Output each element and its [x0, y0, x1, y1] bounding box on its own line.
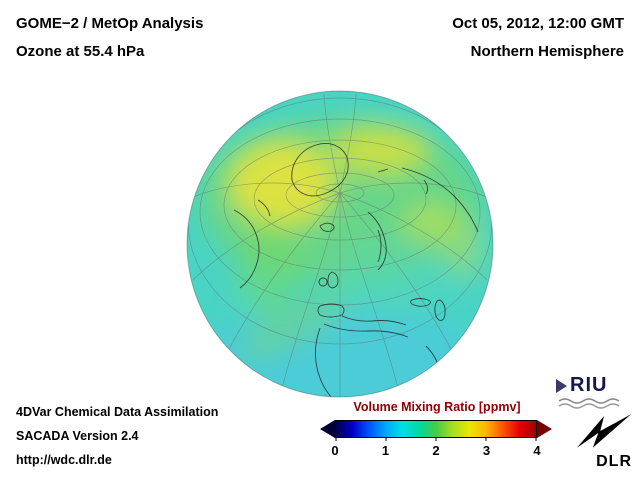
wdc-url: http://wdc.dlr.de: [16, 453, 112, 467]
riu-text: RIU: [570, 374, 608, 396]
colorbar-tick-2: 2: [432, 443, 440, 458]
riu-triangle-icon: [556, 378, 567, 393]
colorbar-tickmark: [485, 437, 487, 441]
colorbar: Volume Mixing Ratio [ppmv] 0 1 2 3 4: [320, 400, 554, 459]
riu-logo: RIU: [556, 374, 634, 410]
riu-logo-row: RIU: [556, 374, 634, 397]
colorbar-tick-3: 3: [482, 443, 491, 458]
header-left: GOME−2 / MetOp Analysis Ozone at 55.4 hP…: [16, 10, 203, 66]
analysis-subtitle: Ozone at 55.4 hPa: [16, 43, 145, 60]
colorbar-left-arrow: [320, 420, 335, 438]
colorbar-tickmark: [385, 437, 387, 441]
analysis-title: GOME−2 / MetOp Analysis: [16, 15, 204, 32]
dlr-emblem-icon: [576, 414, 632, 448]
timestamp: Oct 05, 2012, 12:00 GMT: [452, 15, 624, 32]
globe-map: [184, 88, 496, 400]
colorbar-title: Volume Mixing Ratio [ppmv]: [353, 400, 521, 414]
assimilation-label: 4DVar Chemical Data Assimilation: [16, 405, 219, 419]
dlr-logo: DLR: [572, 412, 632, 471]
colorbar-tickmark: [535, 437, 537, 441]
riu-waves-icon: [558, 398, 620, 409]
footer-credits: 4DVar Chemical Data Assimilation SACADA …: [16, 400, 218, 472]
colorbar-tickmark: [335, 437, 337, 441]
colorbar-tick-4: 4: [533, 443, 541, 458]
colorbar-right-arrow: [537, 420, 552, 438]
version-label: SACADA Version 2.4: [16, 429, 139, 443]
colorbar-tickmark: [435, 437, 437, 441]
dlr-text: DLR: [596, 453, 632, 470]
colorbar-tick-1: 1: [381, 443, 390, 458]
header-right: Oct 05, 2012, 12:00 GMT Northern Hemisph…: [452, 10, 624, 66]
colorbar-bar: [320, 420, 554, 441]
globe-svg: [186, 90, 494, 398]
region-label: Northern Hemisphere: [470, 43, 624, 60]
colorbar-tick-labels: 0 1 2 3 4: [331, 443, 541, 459]
colorbar-tick-0: 0: [331, 443, 339, 458]
coastlines: [233, 143, 479, 397]
colorbar-gradient: [335, 420, 537, 441]
